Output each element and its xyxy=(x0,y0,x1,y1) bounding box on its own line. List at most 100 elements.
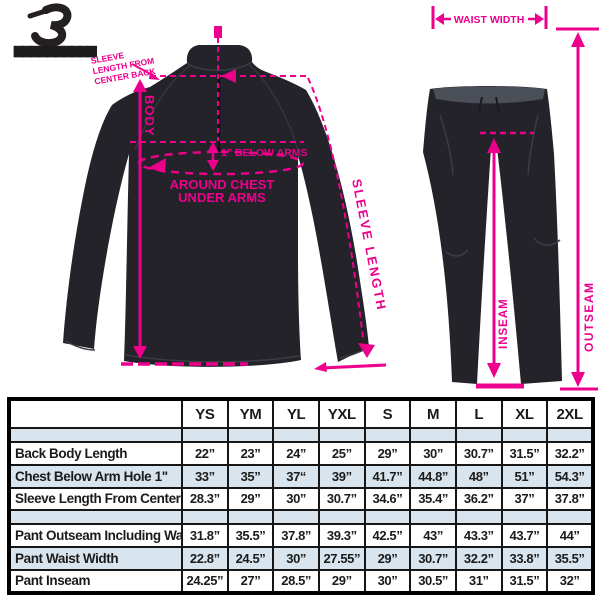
size-value-cell: 36.2” xyxy=(454,486,503,512)
size-value-cell xyxy=(546,427,594,443)
size-value-cell: 43.3” xyxy=(454,523,503,548)
size-value-cell: 33.8” xyxy=(500,546,549,571)
size-value-cell: 30” xyxy=(272,486,320,512)
size-column-header: 2XL xyxy=(546,398,594,429)
measurement-label: Chest Below Arm Hole 1" xyxy=(8,463,183,489)
spacer-row xyxy=(8,427,594,443)
size-chart-row: Back Body Length 22” 23” 24” 25” 29” 30” 30.7” 3… xyxy=(8,440,594,466)
size-value-cell xyxy=(272,509,320,525)
size-value-cell: 32.2” xyxy=(454,546,503,571)
around-chest-label-line1: AROUND CHEST xyxy=(170,177,275,192)
size-value-cell: 35.5” xyxy=(226,523,275,548)
size-chart-row: Chest Below Arm Hole 1" 33” 35” 37“ 39” 41.7”… xyxy=(8,463,594,489)
measurement-label: Pant Inseam xyxy=(8,568,183,595)
outseam-label: OUTSEAM xyxy=(582,282,596,353)
size-value-cell xyxy=(317,427,366,443)
size-value-cell: 29” xyxy=(363,546,412,571)
below-arms-down-arrow-icon xyxy=(207,160,219,171)
size-column-header: S xyxy=(363,398,412,429)
collar-seam xyxy=(186,61,253,72)
size-value-cell: 41.7” xyxy=(363,463,412,489)
size-value-cell: 31” xyxy=(454,568,503,595)
chest-arrow-icon xyxy=(148,158,166,173)
size-value-cell xyxy=(454,509,503,525)
size-value-cell xyxy=(317,509,366,525)
waist-width-label: WAIST WIDTH xyxy=(454,14,525,26)
pant-seams xyxy=(439,114,561,257)
chest-ellipse xyxy=(137,150,305,176)
cuff-tick-line xyxy=(321,363,387,370)
size-value-cell: 30” xyxy=(409,440,457,466)
size-column-header: YM xyxy=(226,398,275,429)
drawstring xyxy=(478,96,500,113)
size-value-cell: 24.5” xyxy=(226,546,275,571)
size-value-cell: 51” xyxy=(500,463,549,489)
waist-right-arrow-icon xyxy=(535,13,544,25)
outseam-up-arrow-icon xyxy=(571,32,585,47)
size-value-cell: 34.6” xyxy=(363,486,412,512)
size-value-cell: 42.5” xyxy=(363,523,412,548)
size-value-cell: 25” xyxy=(317,440,366,466)
size-value-cell: 30” xyxy=(363,568,412,595)
size-value-cell: 37.8” xyxy=(272,523,320,548)
size-value-cell xyxy=(181,427,229,443)
below-arms-up-arrow-icon xyxy=(207,142,219,153)
waist-left-arrow-icon xyxy=(435,13,444,25)
size-value-cell xyxy=(363,509,412,525)
brand-wordmark: ▆▆▆▆▆▆▆▆▆▆ xyxy=(13,43,98,58)
inseam-label: INSEAM xyxy=(498,298,510,349)
outseam-down-arrow-icon xyxy=(571,372,585,387)
size-value-cell: 30.5” xyxy=(409,568,457,595)
size-value-cell xyxy=(226,509,275,525)
size-chart: YS YM YL YXL S M L XL 2XL Back Body Length 22” 23”… xyxy=(7,397,595,595)
pants-illustration xyxy=(423,86,562,384)
size-value-cell: 31.8” xyxy=(181,523,229,548)
brand-logo-icon xyxy=(31,3,72,48)
size-value-cell: 30.7” xyxy=(409,546,457,571)
inseam-up-arrow-icon xyxy=(487,138,501,153)
size-column-header: YL xyxy=(272,398,320,429)
size-value-cell: 29” xyxy=(317,568,366,595)
size-value-cell: 33” xyxy=(181,463,229,489)
size-value-cell: 32.2” xyxy=(546,440,594,466)
size-column-header: YXL xyxy=(317,398,366,429)
measurement-label: Sleeve Length From Center Back xyxy=(8,486,183,512)
size-value-cell: 22” xyxy=(181,440,229,466)
brand-logo-hat-icon xyxy=(27,4,61,19)
measurement-label: Pant Outseam Including Waist xyxy=(8,523,183,548)
size-value-cell xyxy=(181,509,229,525)
size-value-cell: 23” xyxy=(226,440,275,466)
size-chart-table: YS YM YL YXL S M L XL 2XL Back Body Length 22” 23”… xyxy=(7,397,595,595)
size-value-cell: 44.8” xyxy=(409,463,457,489)
size-value-cell: 43” xyxy=(409,523,457,548)
body-top-arrow-icon xyxy=(133,79,147,92)
size-value-cell: 24.25” xyxy=(181,568,229,595)
size-value-cell: 37.8” xyxy=(546,486,594,512)
size-value-cell: 44” xyxy=(546,523,594,548)
size-column-header: XL xyxy=(500,398,549,429)
measurement-label: Pant Waist Width xyxy=(8,546,183,571)
sleeve-end-arrow-icon xyxy=(358,343,375,358)
size-column-header: M xyxy=(409,398,457,429)
size-chart-header-row: YS YM YL YXL S M L XL 2XL xyxy=(8,398,594,429)
jacket-illustration xyxy=(63,45,369,367)
size-column-header: L xyxy=(454,398,503,429)
size-value-cell: 29” xyxy=(363,440,412,466)
size-chart-row: Sleeve Length From Center Back28.3”29”30… xyxy=(8,486,594,512)
pants-annotations: WAIST WIDTH OUTSEAM INSEAM xyxy=(431,6,599,391)
brand-logo: ▆▆▆▆▆▆▆▆▆▆ xyxy=(13,3,100,58)
size-value-cell: 39” xyxy=(317,463,366,489)
size-value-cell: 48” xyxy=(454,463,503,489)
size-chart-body: Back Body Length 22” 23” 24” 25” 29” 30” 30.7” 3… xyxy=(8,427,594,595)
size-value-cell: 31.5” xyxy=(500,568,549,595)
size-value-cell: 27.55” xyxy=(317,546,366,571)
size-value-cell: 35.5” xyxy=(546,546,594,571)
size-value-cell xyxy=(500,427,549,443)
size-value-cell: 39.3” xyxy=(317,523,366,548)
jacket-silhouette xyxy=(63,45,369,367)
size-value-cell: 30.7” xyxy=(454,440,503,466)
measurement-label: Back Body Length xyxy=(8,440,183,466)
around-chest-label-line2: UNDER ARMS xyxy=(178,190,266,205)
size-value-cell xyxy=(272,427,320,443)
sleeve-dashed-line xyxy=(307,77,364,339)
